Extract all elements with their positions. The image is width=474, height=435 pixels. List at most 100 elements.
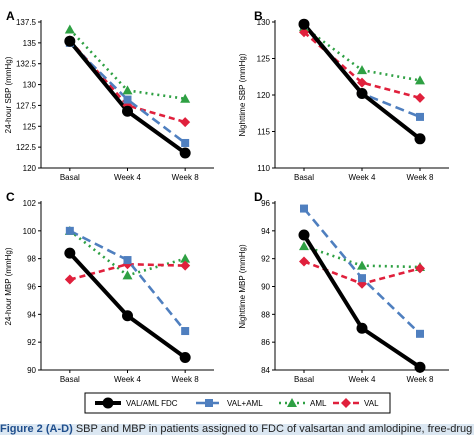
y-tick-label-d-3: 90 bbox=[261, 283, 270, 292]
marker-valaml-a-1 bbox=[123, 95, 132, 104]
panel-letter-c: C bbox=[6, 190, 15, 204]
marker-aml-b-1 bbox=[357, 65, 367, 75]
y-tick-label-c-0: 102 bbox=[23, 199, 37, 208]
marker-valaml-d-2 bbox=[416, 329, 424, 338]
y-tick-label-b-4: 110 bbox=[257, 164, 270, 173]
x-tick-label-d-0: Basal bbox=[294, 375, 314, 384]
marker-val-c-2 bbox=[180, 260, 191, 271]
panel-letter-d: D bbox=[254, 190, 263, 204]
y-tick-label-d-1: 94 bbox=[261, 227, 270, 236]
marker-aml-d-1 bbox=[357, 260, 367, 270]
y-tick-label-d-0: 96 bbox=[261, 199, 270, 208]
marker-val-b-0 bbox=[299, 27, 309, 38]
marker-valaml-d-0 bbox=[300, 204, 308, 213]
marker-fdc-a-0 bbox=[64, 35, 76, 47]
marker-aml-a-2 bbox=[180, 93, 191, 103]
marker-val-d-0 bbox=[299, 256, 309, 267]
marker-fdc-c-2 bbox=[179, 351, 191, 363]
marker-fdc-a-2 bbox=[179, 147, 191, 159]
y-axis-label-b: Nighttime SBP (mmHg) bbox=[238, 53, 247, 136]
marker-val-c-0 bbox=[64, 274, 75, 285]
x-tick-label-c-1: Week 4 bbox=[114, 375, 142, 384]
marker-fdc-b-2 bbox=[414, 133, 426, 145]
x-tick-label-b-0: Basal bbox=[294, 173, 314, 182]
y-tick-label-c-3: 96 bbox=[27, 283, 36, 292]
marker-aml-c-1 bbox=[122, 270, 133, 280]
panel-c: C 102 100 98 96 94 92 90 Basal Week 4 Week 8 24-hou… bbox=[4, 190, 214, 384]
marker-aml-a-0 bbox=[64, 24, 75, 34]
y-tick-label-c-5: 92 bbox=[27, 338, 36, 347]
x-tick-label-c-2: Week 8 bbox=[172, 375, 200, 384]
panel-letter-b: B bbox=[254, 9, 263, 23]
x-tick-label-d-1: Week 4 bbox=[349, 375, 377, 384]
x-tick-label-b-2: Week 8 bbox=[407, 173, 435, 182]
chart-panels: A 137.5 135 132.5 130 127.5 125 122.5 120 Basal We… bbox=[4, 9, 449, 384]
marker-fdc-c-1 bbox=[122, 310, 133, 322]
marker-valaml-legend-1 bbox=[205, 399, 213, 407]
marker-val-legend-3 bbox=[341, 398, 351, 408]
marker-fdc-a-1 bbox=[122, 105, 133, 117]
y-tick-label-c-1: 100 bbox=[23, 227, 37, 236]
x-tick-label-a-1: Week 4 bbox=[114, 173, 142, 182]
marker-aml-c-2 bbox=[180, 253, 191, 263]
marker-valaml-c-0 bbox=[65, 226, 74, 235]
x-tick-label-c-0: Basal bbox=[60, 375, 80, 384]
series-line-valaml-d bbox=[303, 207, 421, 335]
x-tick-label-b-1: Week 4 bbox=[349, 173, 377, 182]
x-tick-label-d-2: Week 8 bbox=[407, 375, 435, 384]
marker-val-a-2 bbox=[180, 117, 191, 128]
legend-label-aml: AML bbox=[310, 399, 327, 408]
figure-caption-text: SBP and MBP in patients assigned to FDC … bbox=[75, 424, 473, 435]
marker-aml-legend-2 bbox=[287, 398, 297, 407]
marker-fdc-c-0 bbox=[64, 247, 76, 259]
y-tick-label-a-0: 137.5 bbox=[16, 18, 37, 27]
marker-val-b-2 bbox=[415, 92, 425, 103]
y-tick-label-d-6: 84 bbox=[261, 366, 270, 375]
y-tick-label-c-2: 98 bbox=[27, 255, 36, 264]
y-tick-label-d-2: 92 bbox=[261, 255, 270, 264]
y-tick-label-b-1: 125 bbox=[257, 55, 271, 64]
y-tick-label-a-1: 135 bbox=[23, 39, 37, 48]
marker-fdc-d-2 bbox=[414, 361, 426, 373]
x-tick-label-a-0: Basal bbox=[60, 173, 80, 182]
marker-valaml-d-1 bbox=[358, 274, 366, 283]
series-line-valaml-a bbox=[68, 41, 186, 145]
marker-valaml-a-2 bbox=[181, 138, 190, 147]
marker-fdc-b-0 bbox=[298, 18, 310, 30]
legend: VAL/AML FDC VAL+AML AML VAL bbox=[84, 392, 391, 414]
y-tick-label-d-5: 86 bbox=[261, 338, 270, 347]
marker-fdc-legend-0 bbox=[102, 397, 114, 409]
series-line-fdc-d bbox=[302, 233, 422, 369]
y-tick-label-c-4: 94 bbox=[27, 310, 36, 319]
panel-a: A 137.5 135 132.5 130 127.5 125 122.5 120 Basal We… bbox=[4, 9, 214, 182]
y-tick-label-a-7: 120 bbox=[23, 164, 37, 173]
y-axis-label-d: Nighttime MBP (mmHg) bbox=[238, 244, 247, 329]
figure-caption: Figure 2 (A-D) SBP and MBP in patients a… bbox=[0, 424, 474, 435]
legend-label-fdc: VAL/AML FDC bbox=[126, 399, 178, 408]
panel-d: D96 94 92 90 88 86 84 Basal Week 4 Week 8 Nighttim… bbox=[238, 190, 449, 384]
y-tick-label-b-3: 115 bbox=[257, 128, 270, 137]
marker-aml-b-2 bbox=[415, 75, 425, 85]
marker-val-b-1 bbox=[357, 77, 367, 88]
y-tick-label-a-4: 127.5 bbox=[16, 101, 37, 110]
marker-valaml-c-1 bbox=[123, 256, 132, 265]
y-tick-label-a-5: 125 bbox=[23, 122, 37, 131]
marker-fdc-b-1 bbox=[356, 88, 368, 100]
y-tick-label-b-0: 130 bbox=[257, 18, 271, 27]
y-tick-label-a-6: 122.5 bbox=[16, 143, 37, 152]
y-tick-label-c-6: 90 bbox=[27, 366, 36, 375]
figure-part-label: (A-D) bbox=[45, 424, 73, 435]
x-tick-label-a-2: Week 8 bbox=[172, 173, 200, 182]
figure-label: Figure 2 bbox=[0, 424, 43, 435]
panel-letter-a: A bbox=[6, 9, 15, 23]
marker-valaml-b-2 bbox=[416, 112, 424, 121]
marker-fdc-d-0 bbox=[298, 229, 310, 241]
legend-label-val: VAL bbox=[364, 399, 379, 408]
legend-label-valaml: VAL+AML bbox=[227, 399, 263, 408]
y-tick-label-d-4: 88 bbox=[261, 310, 270, 319]
marker-aml-a-1 bbox=[122, 85, 133, 95]
y-tick-label-a-3: 130 bbox=[23, 81, 37, 90]
marker-val-d-2 bbox=[415, 263, 425, 274]
